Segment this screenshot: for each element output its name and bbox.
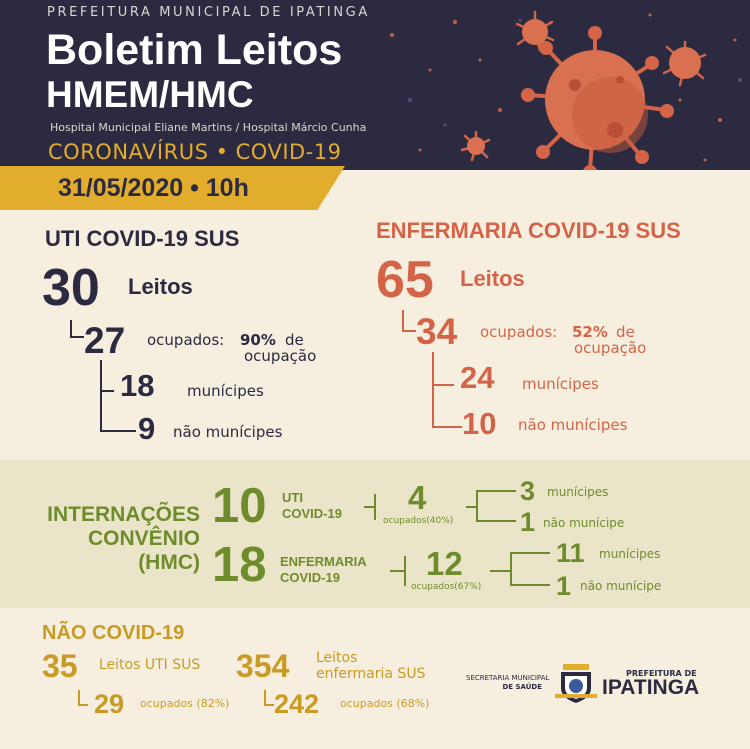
uti-non-residents-label: não munícipes (173, 423, 283, 441)
nao-covid-enf-label-line2: enfermaria SUS (316, 666, 426, 682)
enfermaria-occupancy-word: ocupação (574, 339, 647, 357)
enfermaria-residents: 24 (460, 360, 495, 395)
page-title: Boletim Leitos (46, 26, 343, 74)
uti-occupancy-word: ocupação (244, 347, 317, 365)
header: PREFEITURA MUNICIPAL DE IPATINGA Boletim… (0, 0, 750, 193)
uti-branch-residents (100, 374, 114, 392)
convenio-enfermaria-residents-label: munícipes (599, 547, 661, 561)
prefeitura-label-line2: IPATINGA (602, 676, 700, 699)
uti-section-title: UTI COVID-19 SUS (45, 226, 240, 251)
city-crest-icon (555, 664, 597, 703)
enfermaria-non-residents-label: não munícipes (518, 416, 628, 434)
convenio-enfermaria-connector-a (390, 570, 404, 572)
convenio-enfermaria-connector-b (404, 556, 406, 586)
page-title-line2: HMEM/HMC (46, 74, 254, 115)
enfermaria-residents-label: munícipes (522, 375, 599, 393)
convenio-enfermaria-occupied-label: ocupados(67%) (411, 582, 482, 592)
virus-illustration (390, 10, 742, 187)
enfermaria-occupied-label: ocupados: (480, 323, 558, 341)
convenio-uti-residents-label: munícipes (547, 485, 609, 499)
convenio-uti-label-line1: UTI (282, 490, 303, 505)
convenio-uti-occupied-label: ocupados(40%) (383, 516, 454, 526)
convenio-uti-connector-b (374, 494, 376, 520)
convenio-enfermaria-total: 18 (212, 538, 267, 592)
nao-covid-uti-occupied-label: ocupados (82%) (140, 697, 230, 710)
convenio-uti-non-residents-label: não munícipe (543, 516, 625, 530)
nao-covid-uti-label: Leitos UTI SUS (99, 657, 201, 673)
convenio-enfermaria-label-line2: COVID-19 (280, 570, 340, 585)
enfermaria-tree-line (432, 352, 446, 427)
uti-branch-nonresidents (100, 416, 136, 432)
nao-covid-enf-occupied-label: ocupados (68%) (340, 697, 430, 710)
nao-covid-enf-connector (264, 690, 274, 706)
convenio-uti-total: 10 (212, 479, 267, 533)
municipality-label: PREFEITURA MUNICIPAL DE IPATINGA (47, 5, 370, 20)
enfermaria-occupancy-de: de (616, 323, 635, 341)
uti-occupancy-pct: 90% (240, 331, 276, 349)
uti-total-label: Leitos (128, 274, 193, 299)
nao-covid-uti-total: 35 (42, 648, 78, 684)
uti-residents-label: munícipes (187, 382, 264, 400)
enfermaria-connector (402, 310, 416, 332)
convenio-uti-branch-a (466, 506, 476, 508)
enfermaria-non-residents: 10 (462, 406, 497, 441)
uti-connector (70, 320, 84, 338)
convenio-band (0, 460, 750, 608)
convenio-enfermaria-branch-a (490, 570, 510, 572)
convenio-uti-connector-a (364, 506, 374, 508)
enfermaria-section-title: ENFERMARIA COVID-19 SUS (376, 218, 681, 243)
prefeitura-label-line1: PREFEITURA DE (626, 669, 697, 678)
convenio-uti-occupied: 4 (408, 479, 427, 516)
convenio-title-line2: CONVÊNIO (87, 527, 200, 550)
enfermaria-occupied: 34 (416, 311, 458, 352)
nao-covid-enf-total: 354 (236, 648, 290, 684)
subtitle: CORONAVÍRUS • COVID-19 (48, 140, 342, 164)
convenio-enfermaria-non-residents: 1 (556, 571, 572, 601)
enfermaria-branch-nonresidents (432, 410, 462, 428)
nao-covid-enf-label-line1: Leitos (316, 650, 358, 666)
nao-covid-enf-occupied: 242 (274, 689, 320, 719)
convenio-title-line3: (HMC) (138, 551, 200, 574)
nao-covid-uti-connector (78, 690, 88, 706)
secretaria-label-line1: SECRETARIA MUNICIPAL (466, 674, 550, 682)
date-banner (0, 166, 345, 210)
uti-occupancy-de: de (285, 331, 304, 349)
uti-occupied-label: ocupados: (147, 331, 225, 349)
convenio-uti-residents: 3 (520, 476, 536, 506)
convenio-uti-branch-b (476, 490, 516, 522)
nao-covid-uti-occupied: 29 (94, 689, 125, 719)
uti-total-beds: 30 (42, 259, 100, 317)
enfermaria-occupancy-pct: 52% (572, 323, 608, 341)
uti-tree-line (100, 360, 114, 430)
enfermaria-total-beds: 65 (376, 251, 434, 309)
convenio-enfermaria-label-line1: ENFERMARIA (280, 554, 367, 569)
enfermaria-total-label: Leitos (460, 266, 525, 291)
uti-residents: 18 (120, 368, 155, 403)
convenio-uti-non-residents: 1 (520, 507, 536, 537)
convenio-enfermaria-non-residents-label: não munícipe (580, 579, 662, 593)
convenio-uti-label-line2: COVID-19 (282, 506, 342, 521)
convenio-title-line1: INTERNAÇÕES (47, 503, 200, 526)
enfermaria-branch-residents (432, 366, 454, 386)
secretaria-label-line2: DE SAÚDE (502, 683, 542, 691)
uti-occupied: 27 (84, 320, 126, 361)
hospitals-label: Hospital Municipal Eliane Martins / Hosp… (50, 121, 367, 134)
nao-covid-title: NÃO COVID-19 (42, 622, 185, 644)
uti-non-residents: 9 (138, 411, 156, 446)
convenio-enfermaria-occupied: 12 (426, 545, 463, 582)
convenio-enfermaria-residents: 11 (556, 538, 585, 568)
bulletin-date: 31/05/2020 • 10h (58, 174, 249, 202)
convenio-enfermaria-branch-b (510, 552, 550, 586)
